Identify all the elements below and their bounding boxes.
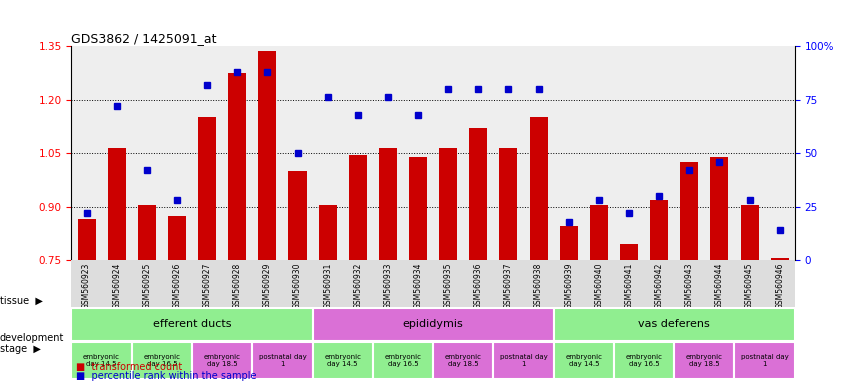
Bar	[530, 118, 547, 260]
Bar	[559, 226, 578, 260]
Bar	[192, 343, 252, 379]
Text: embryonic
day 14.5: embryonic day 14.5	[83, 354, 120, 367]
Bar	[77, 219, 96, 260]
Bar	[734, 343, 795, 379]
Text: GSM560939: GSM560939	[564, 263, 574, 309]
Text: GSM560926: GSM560926	[172, 263, 182, 309]
Bar	[770, 258, 789, 260]
Text: embryonic
day 18.5: embryonic day 18.5	[445, 354, 482, 367]
Text: postnatal day
1: postnatal day 1	[258, 354, 306, 367]
Text: embryonic
day 18.5: embryonic day 18.5	[686, 354, 722, 367]
Text: GSM560937: GSM560937	[504, 263, 513, 309]
Text: GSM560929: GSM560929	[263, 263, 272, 309]
Bar	[138, 205, 156, 260]
Text: GSM560930: GSM560930	[293, 263, 302, 309]
Text: efferent ducts: efferent ducts	[153, 319, 231, 329]
Bar	[132, 343, 192, 379]
Bar	[313, 343, 373, 379]
Text: development
stage  ▶: development stage ▶	[0, 333, 65, 354]
Text: GSM560931: GSM560931	[323, 263, 332, 309]
Text: ■  percentile rank within the sample: ■ percentile rank within the sample	[76, 371, 257, 381]
Text: GSM560927: GSM560927	[203, 263, 212, 309]
Text: GSM560943: GSM560943	[685, 263, 694, 309]
Bar	[168, 216, 186, 260]
Text: embryonic
day 16.5: embryonic day 16.5	[384, 354, 421, 367]
Bar	[711, 157, 728, 260]
Bar	[313, 308, 553, 341]
Bar	[319, 205, 336, 260]
Bar	[494, 343, 553, 379]
Text: GSM560940: GSM560940	[595, 263, 603, 309]
Text: GSM560923: GSM560923	[82, 263, 91, 309]
Text: GSM560936: GSM560936	[473, 263, 483, 309]
Bar	[553, 308, 795, 341]
Text: embryonic
day 16.5: embryonic day 16.5	[626, 354, 663, 367]
Text: GSM560933: GSM560933	[383, 263, 393, 309]
Bar	[409, 157, 427, 260]
Bar	[71, 343, 132, 379]
Bar	[198, 118, 216, 260]
Text: GSM560934: GSM560934	[414, 263, 422, 309]
Text: GSM560945: GSM560945	[745, 263, 754, 309]
Bar	[590, 205, 608, 260]
Bar	[378, 148, 397, 260]
Text: epididymis: epididymis	[403, 319, 463, 329]
Text: vas deferens: vas deferens	[638, 319, 710, 329]
Bar	[71, 308, 313, 341]
Text: GSM560932: GSM560932	[353, 263, 362, 309]
Bar	[553, 343, 614, 379]
Text: embryonic
day 14.5: embryonic day 14.5	[325, 354, 361, 367]
Bar	[674, 343, 734, 379]
Bar	[349, 155, 367, 260]
Text: GSM560924: GSM560924	[112, 263, 121, 309]
Text: GSM560938: GSM560938	[534, 263, 543, 309]
Bar	[740, 205, 759, 260]
Text: GSM560942: GSM560942	[654, 263, 664, 309]
Text: GSM560925: GSM560925	[142, 263, 151, 309]
Bar	[258, 51, 277, 260]
Bar	[469, 128, 487, 260]
Bar	[500, 148, 517, 260]
Text: embryonic
day 14.5: embryonic day 14.5	[565, 354, 602, 367]
Bar	[650, 200, 668, 260]
Text: embryonic
day 16.5: embryonic day 16.5	[144, 354, 180, 367]
Bar	[439, 148, 458, 260]
Text: GSM560941: GSM560941	[625, 263, 633, 309]
Bar	[108, 148, 126, 260]
Text: GSM560944: GSM560944	[715, 263, 724, 309]
Bar	[620, 244, 638, 260]
Bar	[252, 343, 313, 379]
Text: GSM560946: GSM560946	[775, 263, 784, 309]
Bar	[288, 171, 306, 260]
Text: tissue  ▶: tissue ▶	[0, 295, 43, 305]
Text: GSM560935: GSM560935	[444, 263, 452, 309]
Bar	[614, 343, 674, 379]
Text: ■  transformed count: ■ transformed count	[76, 362, 182, 372]
Text: GDS3862 / 1425091_at: GDS3862 / 1425091_at	[71, 32, 217, 45]
Text: embryonic
day 18.5: embryonic day 18.5	[204, 354, 241, 367]
Bar	[228, 73, 246, 260]
Text: postnatal day
1: postnatal day 1	[741, 354, 789, 367]
Bar	[433, 343, 494, 379]
Text: postnatal day
1: postnatal day 1	[500, 354, 547, 367]
Text: GSM560928: GSM560928	[233, 263, 241, 309]
Bar	[680, 162, 698, 260]
Bar	[373, 343, 433, 379]
